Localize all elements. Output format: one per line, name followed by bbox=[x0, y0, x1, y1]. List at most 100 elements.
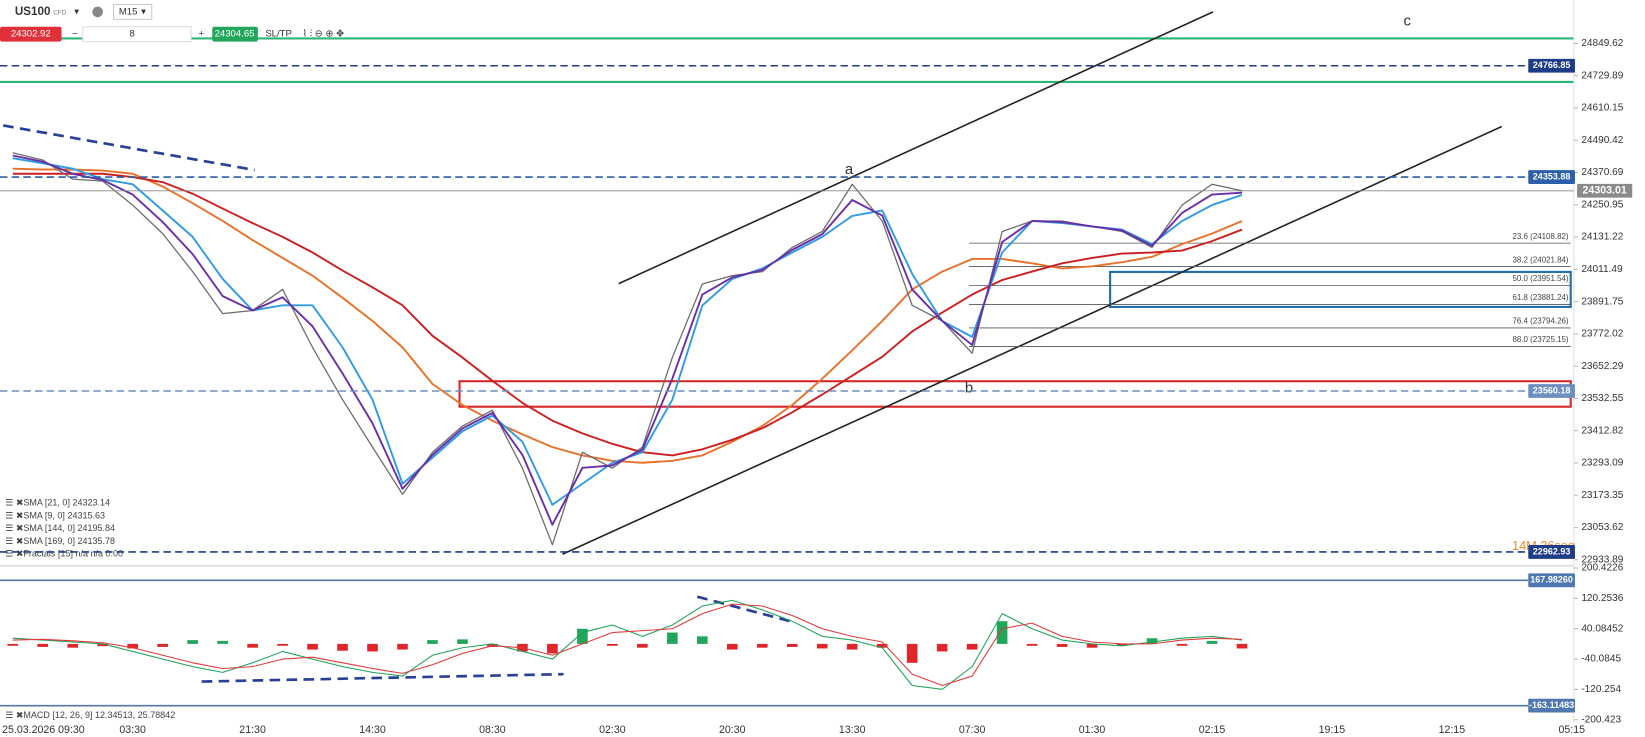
sell-price: 24302.92 bbox=[11, 29, 51, 40]
y-tick-label: 23772.02 bbox=[1581, 329, 1623, 340]
histogram-bar bbox=[667, 632, 678, 644]
price-level-box bbox=[1528, 545, 1575, 559]
histogram-bar bbox=[427, 640, 438, 644]
histogram-bar bbox=[217, 640, 228, 644]
annotation: c bbox=[1404, 13, 1412, 29]
price-level-box bbox=[1528, 573, 1575, 588]
histogram-bar bbox=[1206, 640, 1218, 644]
histogram-bar bbox=[367, 643, 378, 652]
series-line bbox=[12, 172, 1243, 457]
channel-line bbox=[562, 125, 1503, 555]
x-tick-label: 05:15 bbox=[1558, 724, 1585, 736]
histogram-bar bbox=[187, 640, 198, 644]
histogram-bar bbox=[547, 643, 558, 654]
fib-label: 61.8 (23881.24) bbox=[1513, 293, 1569, 302]
buy-button[interactable] bbox=[212, 26, 258, 42]
legend-icon[interactable]: ☰ ✖ bbox=[5, 549, 23, 559]
y-tick-label: 23532.55 bbox=[1581, 393, 1623, 404]
y-tick-label: 24729.89 bbox=[1581, 70, 1623, 81]
y-tick-label: 24610.15 bbox=[1581, 103, 1623, 114]
histogram-bar bbox=[397, 643, 408, 650]
histogram-bar bbox=[1086, 643, 1098, 648]
price-level-label: 22962.93 bbox=[1533, 546, 1571, 556]
x-tick-label: 08:30 bbox=[479, 724, 506, 736]
legend-icon[interactable]: ☰ ✖ bbox=[5, 710, 23, 720]
histogram-bar bbox=[846, 643, 858, 650]
x-tick-label: 01:30 bbox=[1079, 724, 1106, 736]
price-level-label: -163.11483 bbox=[1529, 700, 1574, 710]
price-level-label: 24353.88 bbox=[1533, 171, 1571, 181]
timeframe-select[interactable] bbox=[113, 3, 153, 20]
histogram-bar bbox=[247, 643, 258, 648]
histogram-bar bbox=[307, 643, 318, 650]
x-tick-label: 02:30 bbox=[599, 724, 626, 736]
histogram-bar bbox=[697, 636, 708, 644]
legend-icon[interactable]: ☰ ✖ bbox=[5, 536, 23, 546]
symbol[interactable]: US100 bbox=[15, 5, 51, 18]
legend-icon[interactable]: ☰ ✖ bbox=[5, 498, 23, 508]
legend-icon[interactable]: ☰ ✖ bbox=[5, 523, 23, 533]
y-tick-label: 24849.62 bbox=[1581, 38, 1623, 49]
histogram-bar bbox=[756, 643, 768, 648]
y-tick-label: -200.423 bbox=[1581, 714, 1621, 725]
y-tick-label: 22933.89 bbox=[1581, 554, 1623, 565]
price-level-box bbox=[1577, 183, 1633, 198]
x-tick-label: 25.03.2026 09:30 bbox=[2, 724, 85, 736]
series-line bbox=[12, 167, 1243, 464]
legend-entry: MACD [12, 26, 9] 12.34513, 25.78842 bbox=[23, 710, 175, 720]
price-level-box bbox=[1528, 698, 1575, 713]
x-tick-label: 13:30 bbox=[839, 724, 866, 736]
tool-icon[interactable]: ⌇ ⫶ ⊖ ⊕ ✥ bbox=[302, 29, 344, 40]
y-tick-label: 23173.35 bbox=[1581, 490, 1623, 501]
histogram-bar bbox=[37, 643, 49, 647]
timeframe: M15 bbox=[119, 6, 138, 17]
dropdown-arrow: ▾ bbox=[141, 6, 146, 17]
y-tick-label: -40.0845 bbox=[1581, 654, 1621, 665]
quantity: 8 bbox=[129, 29, 134, 40]
legend-entry: SMA [21, 0] 24323.14 bbox=[23, 498, 110, 508]
histogram-bar bbox=[936, 643, 948, 652]
y-tick-label: 24490.42 bbox=[1581, 135, 1623, 146]
series-line bbox=[12, 599, 1243, 690]
minus-button[interactable]: − bbox=[72, 29, 78, 40]
histogram-bar bbox=[277, 643, 288, 646]
x-tick-label: 12:15 bbox=[1439, 724, 1466, 736]
y-tick-label: 23053.62 bbox=[1581, 522, 1623, 533]
x-tick-label: 03:30 bbox=[119, 724, 146, 736]
price-level-label: 24766.85 bbox=[1533, 60, 1571, 70]
legend-icon[interactable]: ☰ ✖ bbox=[5, 510, 23, 520]
fib-label: 76.4 (23794.26) bbox=[1513, 317, 1569, 326]
sell-button[interactable] bbox=[0, 26, 62, 42]
channel-line bbox=[618, 11, 1214, 285]
fib-label: 38.2 (24021.84) bbox=[1513, 255, 1569, 264]
plus-button[interactable]: + bbox=[198, 29, 204, 40]
histogram-bar bbox=[786, 643, 798, 647]
y-tick-label: 24250.95 bbox=[1581, 199, 1623, 210]
price-level-box bbox=[1528, 170, 1575, 184]
fib-label: 88.0 (23725.15) bbox=[1513, 335, 1569, 344]
info-icon[interactable] bbox=[92, 6, 103, 18]
histogram-bar bbox=[1146, 638, 1158, 644]
dropdown-arrow[interactable]: ▾ bbox=[74, 6, 79, 17]
series-line bbox=[12, 154, 1243, 526]
histogram-bar bbox=[577, 628, 588, 644]
legend-entry: Fractals [15] n/a n/a 0.00 bbox=[23, 549, 123, 559]
price-level-label: 24303.01 bbox=[1583, 185, 1627, 197]
histogram-bar bbox=[726, 643, 738, 650]
sl-tp-button[interactable]: SL/TP bbox=[265, 29, 292, 40]
histogram-bar bbox=[607, 643, 618, 646]
histogram-bar bbox=[157, 643, 168, 647]
histogram-bar bbox=[1026, 643, 1038, 646]
histogram-bar bbox=[1236, 643, 1248, 649]
y-tick-label: -120.254 bbox=[1581, 684, 1621, 695]
legend-entry: SMA [144, 0] 24195.84 bbox=[23, 523, 115, 533]
y-tick-label: 40.08452 bbox=[1581, 623, 1623, 634]
zone-rectangle bbox=[1109, 270, 1572, 309]
legend-entry: SMA [169, 0] 24135.78 bbox=[23, 536, 115, 546]
quantity-input[interactable] bbox=[82, 26, 192, 43]
instrument-type: CFD bbox=[53, 10, 66, 17]
toolbar: US100 CFD ▾ M15 ▾ 24302.92 − 8 + 24304.6… bbox=[0, 3, 344, 43]
